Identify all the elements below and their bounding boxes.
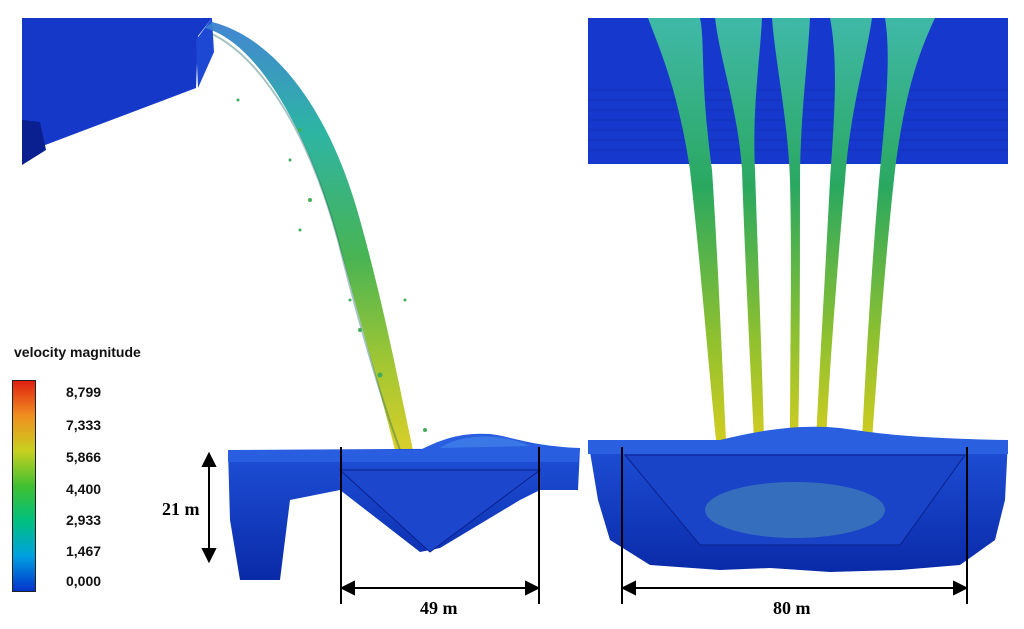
legend-tick: 2,933	[66, 512, 102, 528]
right-width-arrow-right	[953, 580, 969, 596]
right-jets	[648, 18, 935, 440]
left-plunge-pool	[228, 433, 580, 580]
legend-tick: 7,333	[66, 417, 102, 433]
left-width-arrow-left	[339, 580, 355, 596]
left-jet-stream	[205, 22, 413, 450]
legend-color-bar	[12, 380, 36, 592]
left-spillway	[22, 18, 214, 165]
right-pool-plume	[705, 482, 885, 538]
left-jet	[205, 22, 427, 451]
left-pool-mound	[440, 436, 530, 448]
depth-arrow-bottom	[201, 548, 217, 564]
legend-tick: 4,400	[66, 481, 102, 497]
left-spillway-lip	[196, 18, 214, 88]
depth-arrow-top	[201, 451, 217, 467]
left-width-label: 49 m	[420, 598, 458, 618]
legend-tick: 8,799	[66, 384, 102, 400]
right-jet-3	[772, 18, 810, 440]
left-spillway-body	[22, 18, 212, 165]
left-spillway-shade	[22, 120, 46, 165]
dimension-lines	[201, 447, 969, 604]
legend-tick: 0,000	[66, 573, 102, 589]
left-jet-core	[211, 33, 401, 451]
depth-label: 21 m	[162, 499, 200, 519]
right-jet-4	[816, 18, 872, 440]
right-pool-surface	[588, 426, 1008, 454]
legend-tick: 5,866	[66, 449, 102, 465]
right-jet-2	[715, 18, 764, 440]
legend-tick: 1,467	[66, 543, 102, 559]
right-jet-1	[648, 18, 726, 440]
left-jet-spray	[236, 98, 427, 432]
right-width-arrow-left	[620, 580, 636, 596]
legend-title: velocity magnitude	[14, 344, 141, 360]
left-width-arrow-right	[525, 580, 541, 596]
right-width-label: 80 m	[773, 598, 811, 618]
right-jet-5	[862, 18, 935, 440]
right-plunge-pool	[588, 426, 1008, 572]
left-pool-crater	[338, 469, 542, 553]
